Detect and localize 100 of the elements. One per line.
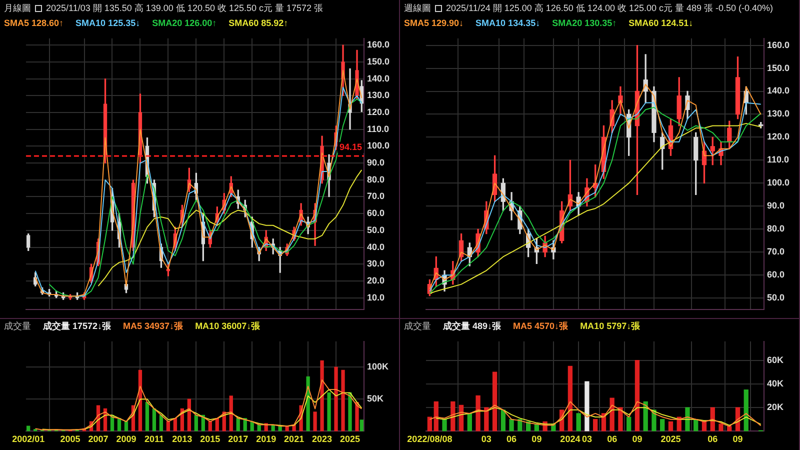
- chart-title: 成交量: [404, 320, 431, 332]
- x-tick-label: 2009: [116, 434, 136, 444]
- y-tick-label: 70.0: [367, 191, 385, 202]
- y-tick-label: 150.0: [367, 56, 390, 66]
- text: SMA10 134.35↓: [476, 18, 540, 28]
- y-tick-label: 120.0: [367, 107, 390, 117]
- bar: [492, 372, 498, 432]
- bar: [593, 419, 598, 432]
- chart-subtitle: 2025/11/03 開 135.50 高 139.00 低 120.50 收 125.50 c元 量 17572 張: [46, 2, 324, 14]
- y-tick-label: 100K: [367, 362, 390, 372]
- bar: [360, 420, 364, 432]
- y-tick-label: 100.0: [367, 140, 390, 151]
- bar: [660, 419, 665, 432]
- y-tick-label: 160.0: [767, 40, 790, 50]
- x-tick-label: 2019: [256, 434, 276, 444]
- x-tick-label: 2005: [60, 434, 80, 444]
- text: SMA20 130.35↑: [552, 18, 617, 28]
- x-tick-label: 03: [582, 434, 592, 444]
- text: SMA5 128.60↑: [4, 18, 64, 28]
- y-tick-label: 130.0: [767, 108, 790, 119]
- bar: [509, 419, 514, 432]
- x-tick-label: 06: [708, 434, 718, 444]
- y-tick-label: 20K: [767, 402, 784, 412]
- text: SMA60 85.92↑: [228, 18, 288, 28]
- y-tick-label: 50.0: [767, 292, 785, 303]
- bar: [652, 410, 656, 432]
- y-tick-label: 60.0: [767, 270, 785, 280]
- text: 成交量 489↓張: [443, 320, 502, 332]
- y-tick-label: 80.0: [767, 224, 785, 234]
- x-tick-label: 2025: [660, 434, 681, 444]
- x-tick-label: 09: [732, 434, 743, 444]
- x-tick-label: 2002/01: [12, 434, 45, 444]
- bar: [584, 381, 590, 432]
- bar: [442, 419, 447, 432]
- y-tick-label: 40K: [767, 378, 784, 388]
- y-tick-label: 150.0: [767, 62, 790, 73]
- x-tick-label: 2013: [172, 434, 192, 444]
- bar: [668, 421, 674, 432]
- y-tick-label: 40.0: [367, 242, 385, 252]
- text: MA5 34937↓張: [123, 320, 184, 332]
- chart-title: 週線圖: [404, 2, 431, 14]
- bar: [568, 366, 573, 432]
- bar: [427, 416, 432, 432]
- bar: [229, 396, 233, 432]
- bar: [634, 360, 640, 432]
- x-tick-label: 2024: [560, 434, 580, 444]
- text: MA5 4570↓張: [513, 320, 568, 332]
- bar: [576, 413, 581, 432]
- y-tick-label: 60.0: [367, 208, 385, 218]
- y-tick-label: 60K: [767, 354, 784, 365]
- x-tick-label: 06: [607, 434, 618, 444]
- y-tick-label: 50K: [367, 394, 384, 404]
- text: SMA20 126.00↑: [152, 18, 217, 28]
- x-tick-label: 2017: [228, 434, 248, 444]
- bar: [484, 407, 489, 432]
- x-tick-label: 2022/08/08: [407, 434, 452, 444]
- bar: [626, 416, 632, 432]
- bar: [618, 407, 623, 432]
- bar: [327, 392, 331, 432]
- bar: [341, 370, 345, 432]
- y-tick-label: 110.0: [367, 124, 390, 134]
- chart-title: 月線圖: [4, 2, 31, 14]
- y-tick-label: 90.0: [367, 158, 385, 168]
- text: SMA10 125.35↓: [76, 18, 140, 28]
- y-tick-label: 80.0: [367, 174, 385, 184]
- x-tick-label: 03: [481, 434, 492, 444]
- ref-line-label: 94.15: [339, 142, 362, 152]
- chart-title: 成交量: [4, 320, 31, 332]
- x-tick-label: 2011: [144, 434, 164, 444]
- bar: [685, 407, 690, 432]
- bar: [500, 410, 506, 432]
- y-tick-label: 20.0: [367, 275, 385, 286]
- y-tick-label: 110.0: [767, 154, 790, 165]
- bar: [152, 408, 156, 432]
- bar: [467, 413, 472, 432]
- bar: [194, 414, 198, 432]
- bar: [313, 412, 317, 432]
- x-tick-label: 06: [506, 434, 517, 444]
- bar: [145, 402, 150, 432]
- x-tick-label: 2023: [312, 434, 332, 444]
- y-tick-label: 160.0: [367, 40, 390, 50]
- y-tick-label: 130.0: [367, 90, 390, 100]
- y-tick-label: 70.0: [767, 246, 785, 257]
- bar: [476, 395, 480, 432]
- bar: [334, 366, 338, 432]
- text: SMA60 124.51↓: [628, 18, 694, 28]
- y-tick-label: 90.0: [767, 200, 785, 211]
- text: MA10 36007↓張: [195, 320, 260, 332]
- bar: [744, 390, 748, 432]
- y-tick-label: 140.0: [767, 86, 790, 96]
- y-tick-label: 30.0: [367, 258, 385, 269]
- bar: [166, 421, 170, 432]
- text: SMA5 129.90↓: [404, 18, 464, 28]
- x-tick-label: 09: [632, 434, 642, 444]
- bar: [355, 402, 359, 432]
- bar: [320, 360, 324, 432]
- chart-subtitle: 2025/11/24 開 125.00 高 126.50 低 124.00 收 125.00 c元 量 489 張 -0.50 (-0.40%): [446, 2, 774, 14]
- x-tick-label: 2015: [200, 434, 220, 444]
- x-tick-label: 2025: [340, 434, 360, 444]
- bar: [518, 419, 522, 432]
